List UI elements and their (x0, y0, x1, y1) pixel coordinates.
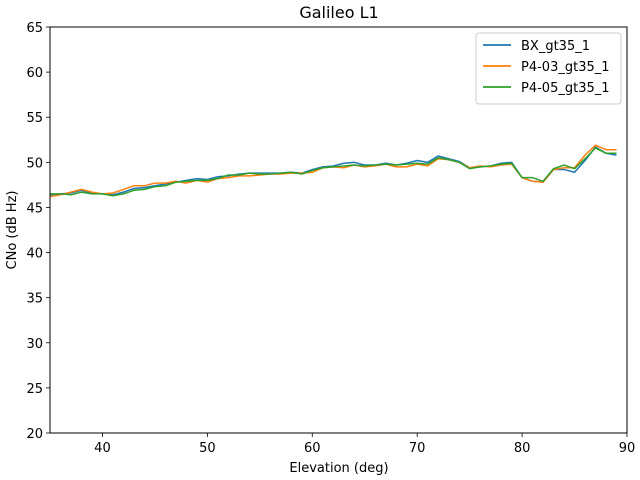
legend-label: BX_gt35_1 (521, 39, 590, 54)
legend-label: P4-03_gt35_1 (521, 60, 610, 75)
y-tick-label: 30 (26, 337, 43, 352)
y-tick-label: 60 (26, 66, 43, 81)
y-tick-label: 20 (26, 427, 43, 442)
series-layer (49, 144, 617, 198)
plot-frame (49, 26, 628, 434)
x-tick-label: 40 (94, 441, 111, 456)
y-tick-label: 55 (26, 111, 43, 126)
y-tick-label: 25 (26, 382, 43, 397)
y-axis: 20 25 30 35 40 45 50 55 60 65 (26, 21, 50, 442)
x-tick-label: 90 (619, 441, 636, 456)
chart-title: Galileo L1 (299, 3, 378, 22)
x-tick-label: 50 (199, 441, 216, 456)
legend-box (475, 32, 622, 105)
x-axis: 40 50 60 70 80 90 (94, 433, 635, 456)
y-tick-label: 45 (26, 201, 43, 216)
y-axis-label: CNo (dB Hz) (5, 191, 20, 270)
y-tick-label: 40 (26, 247, 43, 262)
series-line-3 (50, 147, 617, 197)
legend: BX_gt35_1 P4-03_gt35_1 P4-05_gt35_1 (475, 32, 622, 105)
series-line-1 (49, 146, 617, 196)
y-tick-label: 50 (26, 156, 43, 171)
y-tick-label: 65 (26, 21, 43, 36)
x-tick-label: 60 (304, 441, 321, 456)
legend-label: P4-05_gt35_1 (521, 81, 610, 96)
x-tick-label: 80 (514, 441, 531, 456)
x-tick-label: 70 (409, 441, 426, 456)
y-tick-label: 35 (26, 292, 43, 307)
x-axis-label: Elevation (deg) (289, 461, 388, 476)
